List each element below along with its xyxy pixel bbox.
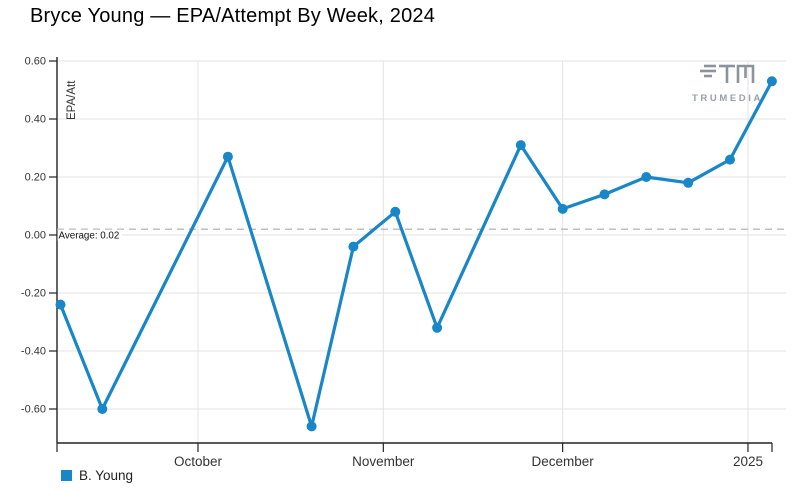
data-point[interactable] bbox=[725, 154, 735, 165]
data-point[interactable] bbox=[683, 177, 694, 188]
trumedia-logo-icon bbox=[700, 64, 755, 83]
data-point[interactable] bbox=[432, 322, 443, 333]
data-point[interactable] bbox=[222, 151, 233, 162]
data-point[interactable] bbox=[766, 76, 777, 87]
trumedia-logo: TRUMEDIA bbox=[692, 60, 762, 104]
data-point[interactable] bbox=[599, 189, 610, 200]
data-point[interactable] bbox=[348, 241, 359, 252]
series-line bbox=[58, 79, 774, 428]
data-point[interactable] bbox=[515, 140, 526, 151]
chart-title: Bryce Young — EPA/Attempt By Week, 2024 bbox=[30, 5, 436, 27]
y-tick-label: 0.40 bbox=[25, 114, 46, 126]
y-tick-label: 0.20 bbox=[25, 172, 46, 184]
legend-item[interactable]: B. Young bbox=[61, 468, 133, 483]
x-tick-label: November bbox=[352, 454, 415, 469]
data-point[interactable] bbox=[641, 172, 652, 182]
data-point[interactable] bbox=[306, 421, 317, 432]
data-point[interactable] bbox=[390, 206, 401, 217]
y-tick-label: 0.00 bbox=[25, 230, 46, 242]
x-tick-label: 2025 bbox=[733, 454, 763, 469]
trumedia-logo-text: TRUMEDIA bbox=[692, 93, 763, 104]
x-tick-label: December bbox=[532, 454, 595, 469]
average-label: Average: 0.02 bbox=[59, 231, 120, 242]
legend-swatch-icon bbox=[61, 470, 72, 481]
x-tick-label: October bbox=[174, 454, 223, 469]
legend-label: B. Young bbox=[79, 468, 134, 483]
y-axis-title: EPA/Att bbox=[66, 80, 78, 120]
data-point[interactable] bbox=[55, 299, 66, 310]
average-label-background bbox=[57, 229, 122, 241]
y-tick-label: -0.20 bbox=[21, 288, 46, 300]
data-point[interactable] bbox=[97, 404, 108, 414]
data-point[interactable] bbox=[557, 203, 568, 214]
y-tick-label: -0.60 bbox=[21, 404, 46, 416]
y-tick-label: 0.60 bbox=[25, 56, 46, 68]
y-tick-label: -0.40 bbox=[21, 346, 46, 358]
